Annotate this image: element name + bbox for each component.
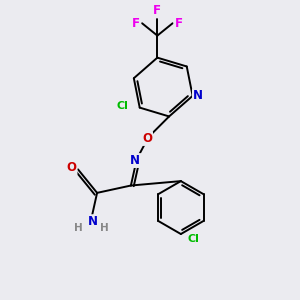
Text: Cl: Cl — [117, 101, 129, 111]
Text: O: O — [142, 132, 152, 145]
Text: N: N — [88, 215, 98, 228]
Text: N: N — [130, 154, 140, 167]
Text: Cl: Cl — [187, 234, 199, 244]
Text: F: F — [153, 4, 161, 17]
Text: H: H — [100, 223, 109, 233]
Text: F: F — [175, 17, 182, 30]
Text: O: O — [67, 161, 76, 174]
Text: H: H — [74, 223, 83, 233]
Text: F: F — [132, 17, 140, 30]
Text: N: N — [193, 89, 203, 102]
